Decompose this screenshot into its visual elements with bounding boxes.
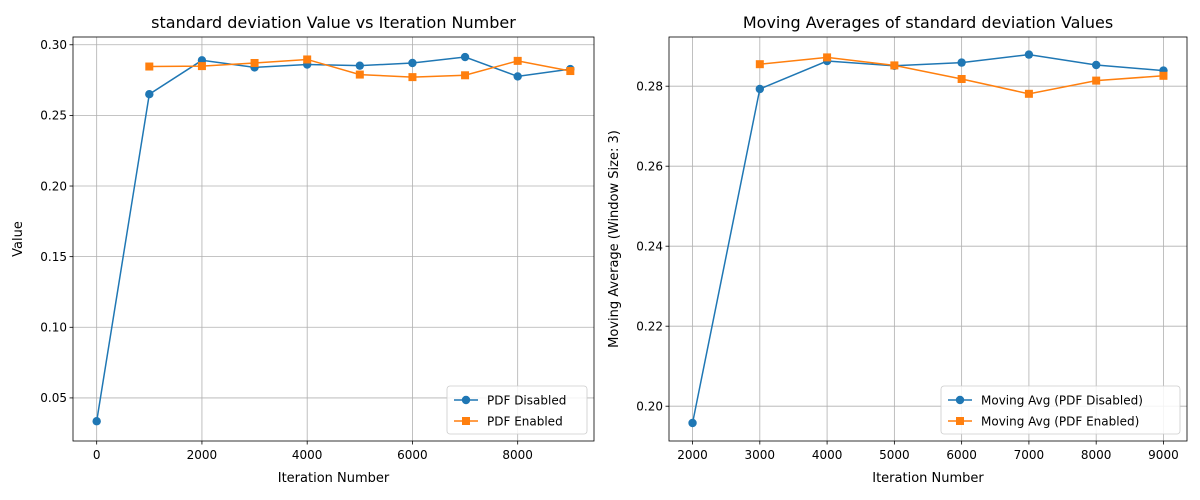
- data-point-circle: [957, 58, 966, 67]
- legend-marker-circle: [955, 395, 965, 405]
- data-point-circle: [355, 61, 365, 70]
- series-line-1: [691, 53, 1164, 424]
- x-tick-label: 2000: [677, 448, 708, 462]
- axes-frame: [72, 36, 595, 442]
- series-line-1: [95, 56, 571, 422]
- data-point-square: [303, 55, 312, 64]
- x-tick-label: 6000: [397, 448, 428, 462]
- y-tick-label: 0.20: [636, 400, 663, 414]
- y-tick-label: 0.30: [40, 38, 67, 52]
- x-tick-label: 4000: [812, 448, 843, 462]
- data-point-square: [513, 56, 522, 65]
- legend-marker-circle: [461, 395, 471, 405]
- axes-frame: [668, 36, 1188, 442]
- y-tick-label: 0.15: [40, 250, 67, 264]
- legend-label: Moving Avg (PDF Enabled): [981, 414, 1139, 428]
- y-tick-label: 0.10: [40, 321, 67, 335]
- y-tick-label: 0.20: [40, 179, 67, 193]
- x-tick-label: 4000: [292, 448, 323, 462]
- y-tick-label: 0.28: [636, 80, 663, 94]
- x-tick-label: 6000: [946, 448, 977, 462]
- data-point-circle: [755, 84, 765, 94]
- data-point-circle: [1024, 50, 1034, 59]
- data-point-square: [145, 62, 154, 71]
- data-point-square: [957, 75, 966, 83]
- subplot-2: 2000 3000 4000 5000 6000 7000 8000 9000 0.20 0.22…: [607, 13, 1188, 486]
- legend-label: PDF Enabled: [487, 414, 563, 428]
- x-axis-label: Iteration Number: [278, 471, 390, 486]
- data-point-square: [566, 67, 575, 76]
- y-tick-label: 0.22: [636, 320, 663, 334]
- data-point-square: [1092, 76, 1101, 85]
- chart-title: Moving Averages of standard deviation Va…: [743, 13, 1113, 32]
- data-point-square: [1159, 71, 1168, 80]
- x-tick-label: 3000: [745, 448, 776, 462]
- data-point-square: [250, 58, 259, 67]
- x-tick-label: 9000: [1148, 448, 1179, 462]
- subplot-1: 0 2000 4000 6000 8000 0.05 0.10 0.15 0.20 0.25 0.3…: [11, 13, 595, 486]
- x-tick-label: 5000: [879, 448, 910, 462]
- data-point-square: [755, 60, 764, 69]
- data-point-square: [823, 53, 832, 62]
- x-tick-label: 0: [93, 448, 101, 462]
- y-tick-label: 0.26: [636, 160, 663, 174]
- data-point-square: [461, 71, 470, 80]
- data-point-square: [408, 73, 417, 82]
- data-point-circle: [460, 52, 470, 62]
- legend-box: [940, 385, 1181, 435]
- x-tick-label: 7000: [1014, 448, 1045, 462]
- chart-title: standard deviation Value vs Iteration Nu…: [151, 13, 516, 32]
- data-point-circle: [92, 417, 101, 426]
- legend-marker-square: [956, 417, 964, 425]
- x-tick-label: 8000: [502, 448, 533, 462]
- data-point-circle: [513, 72, 522, 81]
- legend: PDF Disabled PDF Enabled: [446, 385, 588, 435]
- data-point-square: [355, 70, 364, 79]
- y-axis-label: Value: [11, 221, 26, 257]
- data-point-circle: [1091, 60, 1101, 70]
- x-tick-label: 8000: [1081, 448, 1112, 462]
- legend-box: [446, 385, 588, 435]
- data-point-square: [1024, 89, 1033, 98]
- data-point-circle: [688, 418, 697, 428]
- legend-label: PDF Disabled: [487, 393, 566, 407]
- y-axis-label: Moving Average (Window Size: 3): [607, 130, 622, 348]
- data-point-circle: [408, 58, 417, 68]
- y-tick-label: 0.24: [636, 240, 663, 254]
- data-point-circle: [145, 90, 154, 99]
- x-tick-label: 2000: [187, 448, 218, 462]
- legend: Moving Avg (PDF Disabled) Moving Avg (PDF…: [940, 385, 1181, 435]
- x-axis-label: Iteration Number: [872, 471, 984, 486]
- legend-marker-square: [462, 417, 470, 425]
- y-tick-label: 0.05: [40, 391, 67, 405]
- y-tick-label: 0.25: [40, 109, 67, 123]
- data-point-square: [197, 62, 206, 71]
- legend-label: Moving Avg (PDF Disabled): [981, 393, 1143, 407]
- data-point-square: [890, 61, 899, 70]
